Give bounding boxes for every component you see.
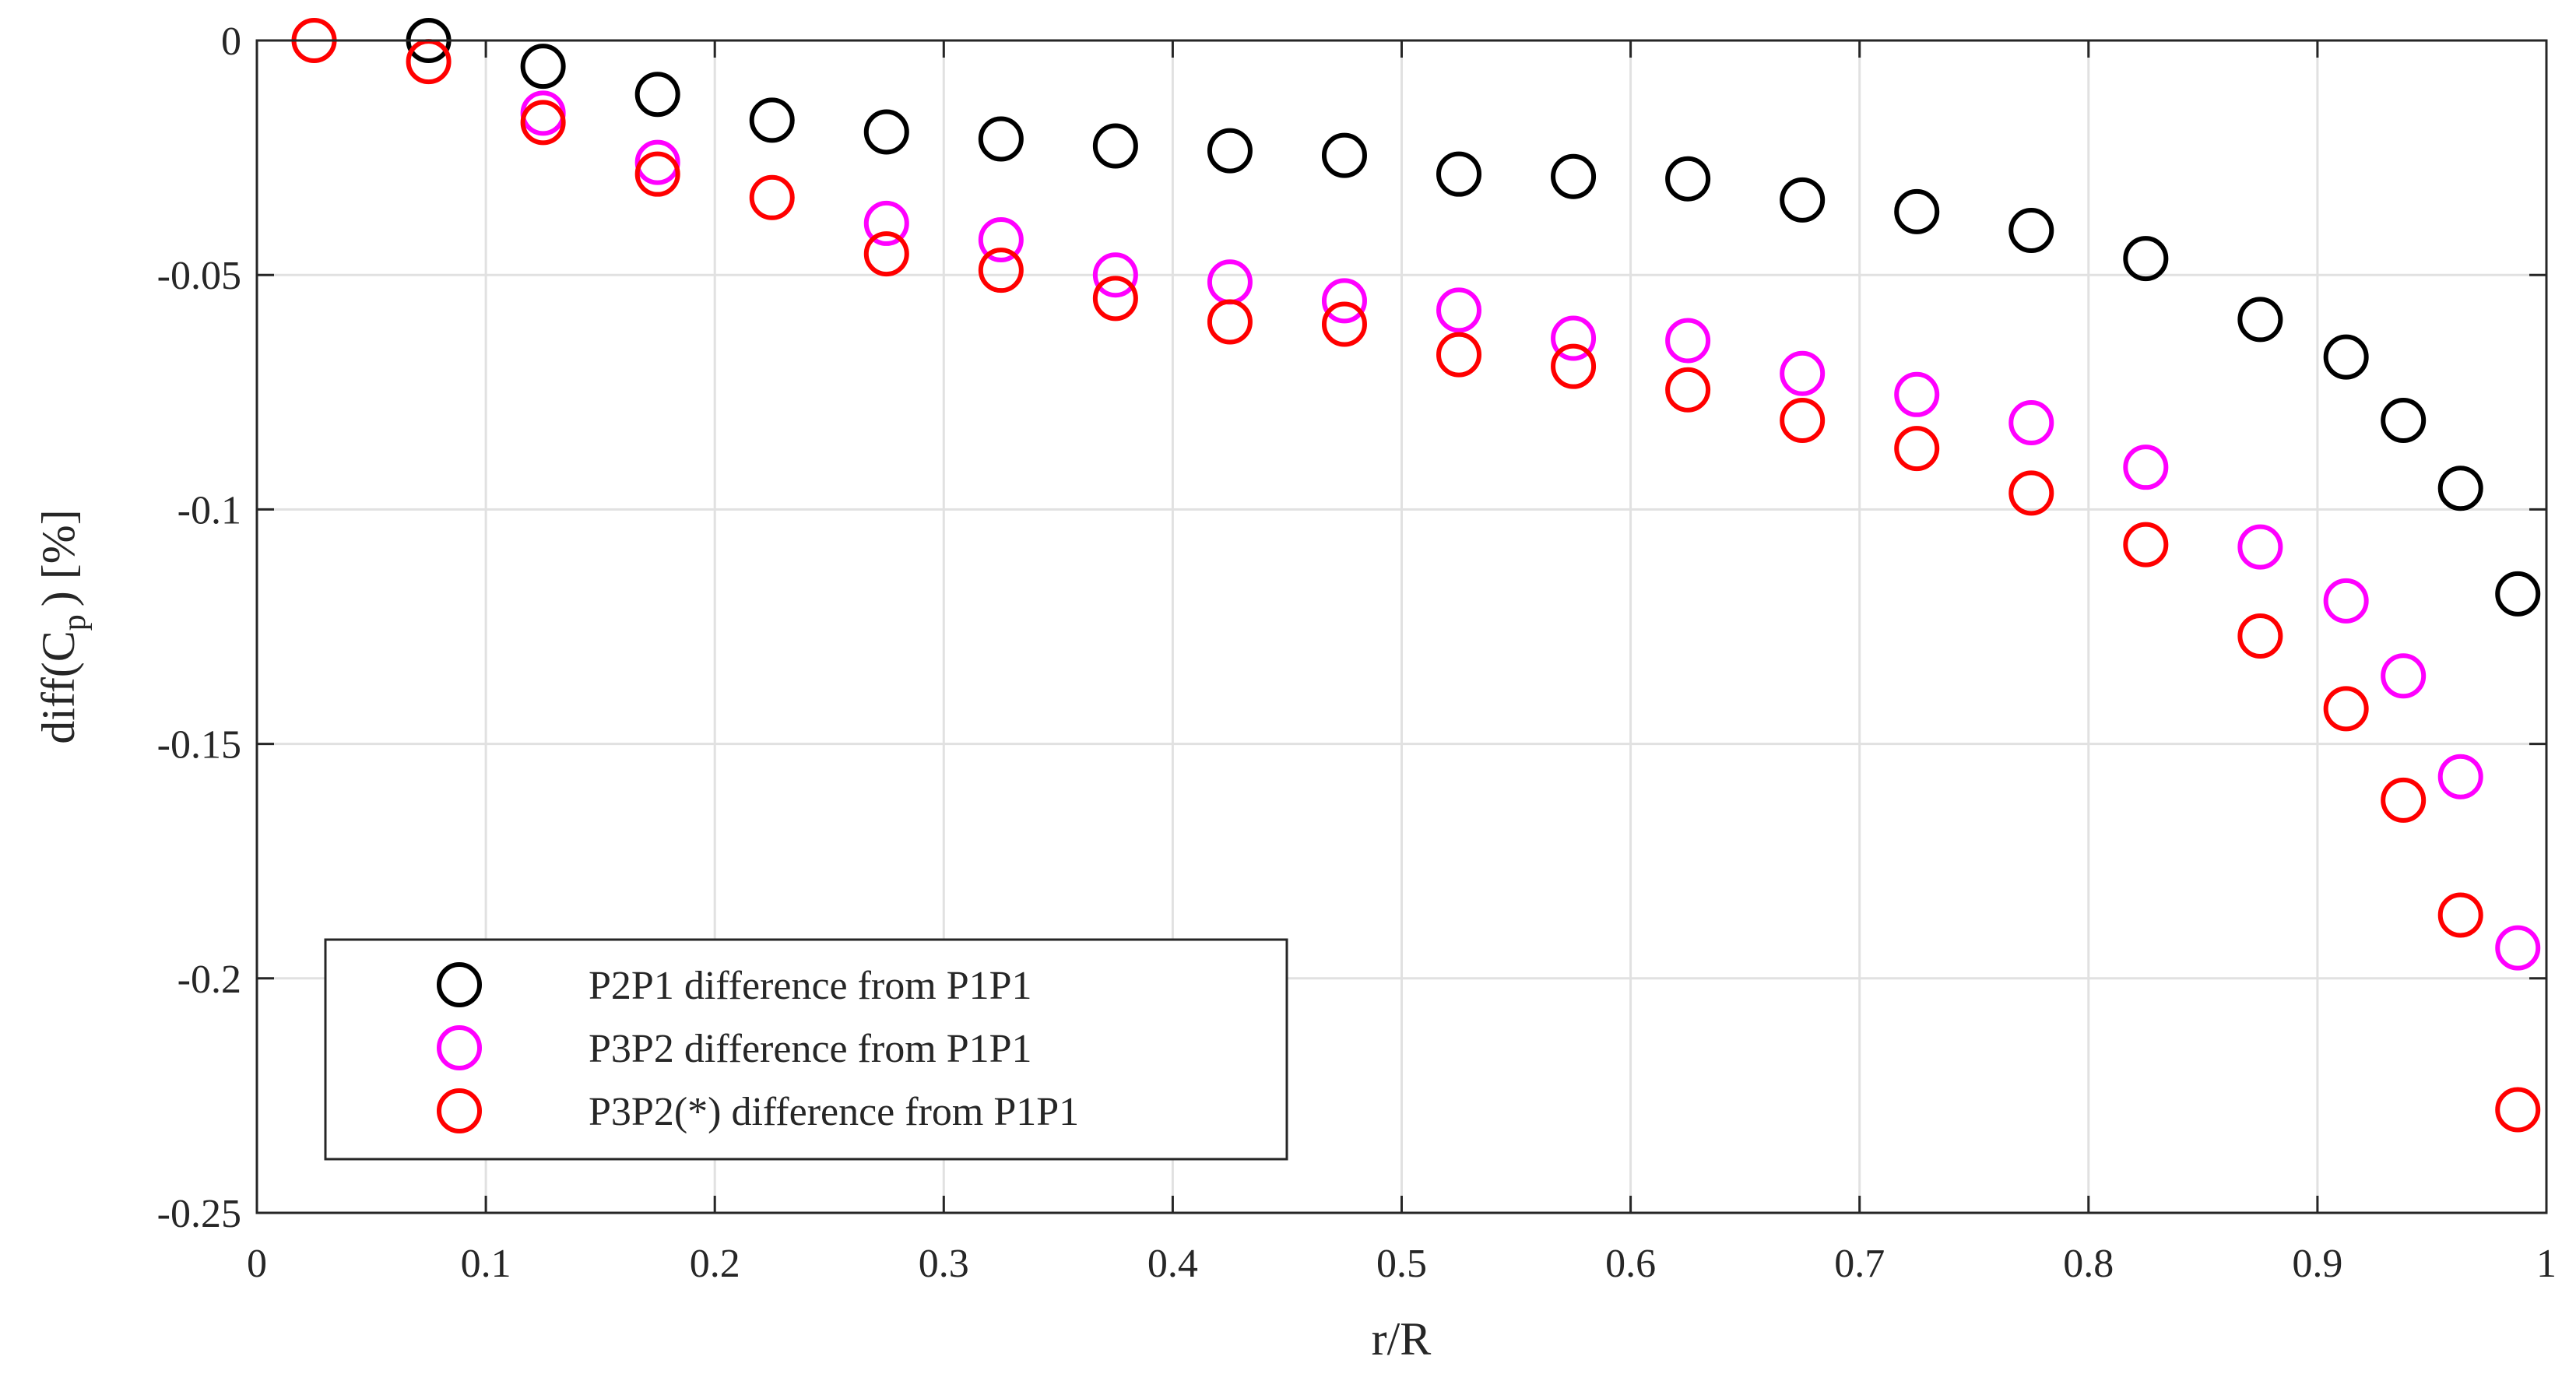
legend-box [324,938,1288,1161]
data-point [634,151,680,197]
x-tick-label: 0.3 [919,1242,969,1286]
data-point [2495,571,2541,617]
y-axis-label: diff(Cp ) [%] [33,509,93,743]
y-axis-label-tail: ) [%] [33,509,84,606]
data-point [2123,445,2169,490]
data-point [520,100,566,146]
data-point [1321,278,1367,324]
legend-label-p2p1: P2P1 difference from P1P1 [589,964,1032,1008]
data-point [634,72,680,118]
data-point [2123,236,2169,282]
tick-marks [255,39,2548,1214]
data-point [2323,334,2369,380]
y-tick-label: -0.2 [177,958,241,1002]
data-point [749,174,795,220]
data-point [2437,754,2483,799]
x-tick-label: 0.1 [461,1242,511,1286]
series-1 [520,90,2541,971]
data-point [2381,397,2427,443]
x-tick-label: 0.2 [690,1242,740,1286]
x-tick-label: 0.9 [2292,1242,2342,1286]
y-tick-label: -0.1 [177,488,241,532]
data-point [1092,252,1138,298]
data-point [1436,151,1482,197]
data-point [863,231,909,277]
x-tick-labels: 0 0.1 0.2 0.3 0.4 0.5 0.6 0.7 0.8 0.9 1 [247,1242,2557,1286]
legend-label-p3p2-star: P3P2(*) difference from P1P1 [589,1090,1079,1134]
data-point [2323,578,2369,624]
data-point [1321,301,1367,347]
y-tick-labels: 0 -0.05 -0.1 -0.15 -0.2 -0.25 [157,19,241,1236]
data-point [1207,299,1253,345]
data-point [2323,686,2369,732]
data-point [1436,287,1482,333]
data-point [1207,128,1253,174]
data-point [863,200,909,246]
legend-marker-p2p1 [437,962,482,1007]
y-tick-label: -0.25 [157,1192,241,1236]
data-point [863,109,909,155]
data-point [2123,522,2169,568]
data-point [1665,318,1711,364]
data-point [1551,315,1597,361]
data-point [1780,350,1826,396]
data-point [978,248,1024,293]
data-point [978,116,1024,162]
legend-marker-p3p2-star [437,1088,482,1133]
data-point [978,217,1024,263]
x-tick-label: 0.4 [1147,1242,1198,1286]
data-point [1894,371,1940,417]
data-point [1780,177,1826,223]
data-point [2495,925,2541,971]
data-point [2008,470,2054,516]
data-point [2237,613,2283,659]
data-point [2381,777,2427,823]
x-tick-label: 0.7 [1834,1242,1885,1286]
data-point [1780,397,1826,443]
legend: P2P1 difference from P1P1 P3P2 differenc… [324,938,1288,1161]
data-point [2237,297,2283,343]
data-point [2495,1087,2541,1133]
y-tick-label: 0 [221,19,241,64]
x-tick-label: 1 [2536,1242,2557,1286]
x-axis-label: r/R [1372,1313,1432,1365]
legend-label-p3p2: P3P2 difference from P1P1 [589,1027,1032,1071]
data-point [1665,156,1711,202]
data-markers [291,18,2541,1133]
y-axis-label-main: diff(C [33,631,84,744]
data-point [2381,653,2427,699]
data-point [1551,153,1597,199]
data-point [1436,332,1482,378]
data-point [2008,399,2054,445]
data-point [749,97,795,143]
data-point [2437,892,2483,938]
data-point [1894,426,1940,472]
data-point [2237,524,2283,570]
series-0 [406,18,2541,617]
x-tick-label: 0.5 [1376,1242,1427,1286]
data-point [1092,276,1138,322]
data-point [1551,343,1597,389]
legend-marker-p3p2 [437,1025,482,1070]
x-tick-label: 0.8 [2063,1242,2114,1286]
data-point [1092,123,1138,169]
y-axis-label-subscript: p [57,614,93,631]
x-tick-label: 0 [247,1242,267,1286]
data-point [2008,207,2054,253]
y-tick-label: -0.15 [157,723,241,768]
data-point [1894,188,1940,234]
y-tick-label: -0.05 [157,254,241,298]
data-point [1665,367,1711,413]
data-point [634,139,680,185]
data-point [520,44,566,90]
data-point [1321,132,1367,178]
x-tick-label: 0.6 [1605,1242,1656,1286]
data-point [2437,466,2483,511]
